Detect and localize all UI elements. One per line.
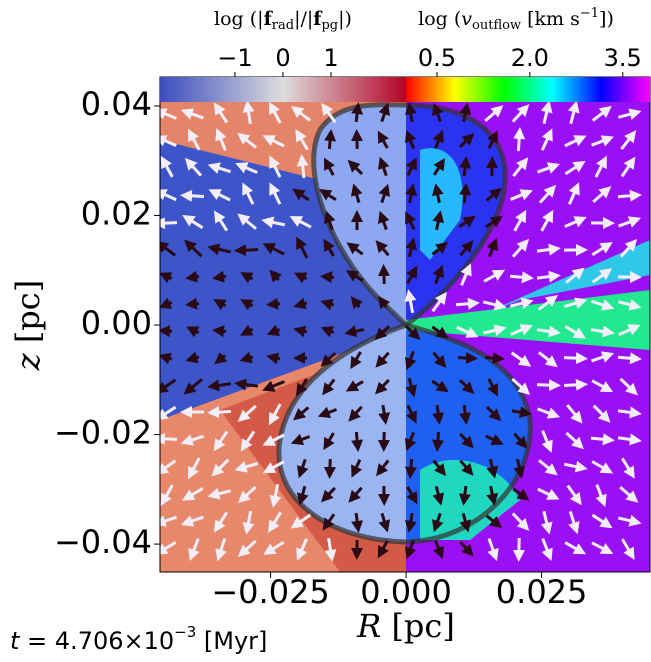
colorbar-tick-label: 0 [275, 44, 290, 72]
field-arrow [537, 276, 555, 278]
field-arrow [240, 250, 258, 251]
field-arrow [356, 513, 358, 527]
x-tick-label: −0.025 [211, 573, 329, 611]
field-arrow [384, 270, 385, 284]
field-arrow [383, 405, 385, 419]
field-arrow [302, 160, 304, 178]
y-tick-label: −0.04 [54, 523, 152, 561]
field-arrow [218, 331, 226, 332]
field-arrow [564, 384, 582, 385]
field-arrow [537, 385, 555, 386]
field-arrow [464, 189, 465, 203]
field-arrow [618, 357, 636, 358]
field-arrow [329, 135, 330, 149]
force-ratio-map [160, 77, 406, 572]
field-arrow [591, 438, 609, 440]
y-tick-label: −0.02 [54, 414, 152, 452]
field-arrow [191, 357, 199, 359]
field-arrow [564, 358, 582, 359]
field-arrow [410, 108, 412, 122]
field-arrow [159, 223, 177, 224]
field-arrow [299, 303, 307, 305]
field-arrow [464, 162, 466, 176]
field-arrow [213, 412, 231, 413]
colorbar-label: log (|frad|/|fpg|) [214, 8, 352, 33]
colorbar-tick-label: 3.5 [604, 44, 642, 72]
field-arrow [191, 304, 199, 305]
colorbar-tick-label: 2.0 [511, 44, 549, 72]
field-arrow [464, 405, 466, 419]
colorbar-tick-label: −1 [217, 44, 252, 72]
field-arrow [159, 439, 177, 440]
field-arrow [458, 358, 472, 359]
field-arrow [437, 432, 438, 446]
field-arrow [272, 357, 280, 359]
y-tick-label: 0.04 [81, 85, 152, 123]
field-arrow [510, 276, 528, 278]
colorbar [160, 77, 406, 102]
field-arrow [330, 459, 331, 473]
field-arrow [410, 459, 411, 473]
field-arrow [299, 330, 307, 332]
x-axis-label: R [pc] [356, 607, 455, 645]
field-arrow [518, 133, 519, 151]
field-arrow [326, 277, 334, 278]
field-arrow [218, 276, 226, 277]
y-tick-label: 0.02 [81, 195, 152, 233]
x-tick-label: 0.000 [360, 573, 452, 611]
y-tick-label: 0.00 [81, 304, 152, 342]
field-arrow [272, 304, 280, 305]
velocity-map [406, 77, 650, 572]
field-arrow [437, 405, 439, 419]
field-arrow [356, 432, 357, 446]
time-label: t = 4.706×10−3 [Myr] [10, 623, 267, 656]
x-tick-label: 0.025 [496, 573, 588, 611]
field-arrow [618, 195, 636, 197]
colorbar-label: log (voutflow [km s−1]) [418, 6, 614, 33]
field-map [159, 77, 650, 572]
field-arrow [356, 108, 358, 122]
colorbar-tick-label: 1 [323, 44, 338, 72]
y-axis-label: z [pc] [9, 280, 47, 371]
field-arrow [191, 276, 199, 277]
colorbar-tick-label: 0.5 [418, 44, 456, 72]
field-arrow [464, 486, 466, 500]
field-arrow [456, 303, 474, 304]
colorbar [406, 77, 650, 102]
field-arrow [186, 196, 204, 197]
field-arrow [485, 357, 499, 358]
